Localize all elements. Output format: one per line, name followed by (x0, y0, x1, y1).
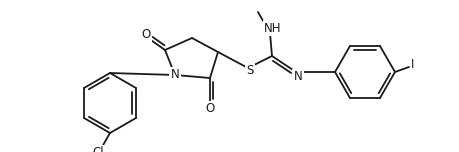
Text: O: O (205, 102, 214, 116)
Text: N: N (170, 69, 179, 81)
Text: NH: NH (263, 21, 281, 35)
Text: N: N (293, 71, 302, 83)
Text: I: I (410, 57, 414, 71)
Text: Cl: Cl (92, 147, 104, 152)
Text: O: O (141, 28, 150, 40)
Text: S: S (246, 64, 253, 78)
